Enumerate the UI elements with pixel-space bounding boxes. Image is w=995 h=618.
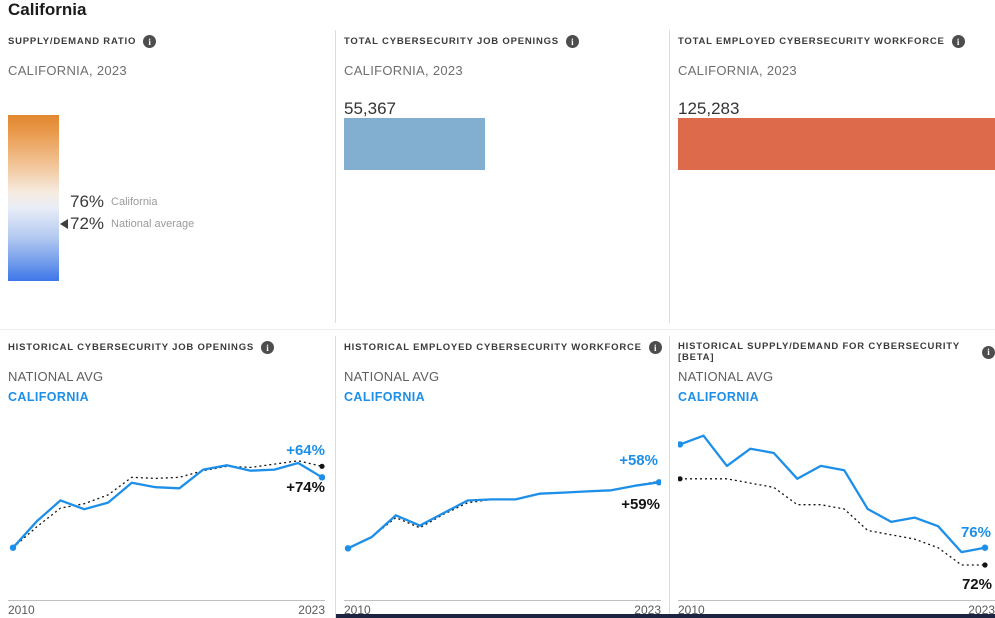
national-ratio-value: 72% National average — [60, 214, 194, 234]
state-ratio-label: California — [111, 196, 158, 208]
info-icon[interactable]: i — [143, 35, 157, 48]
california-end-label: 76% — [960, 524, 991, 541]
line-chart-svg — [344, 479, 661, 601]
legend-national-avg: NATIONAL AVG — [344, 369, 440, 384]
job-openings-bar — [344, 118, 485, 170]
state-ratio-number: 76% — [70, 192, 105, 211]
workforce-value: 125,283 — [678, 99, 740, 118]
page-title: California — [8, 0, 87, 19]
x-axis-end-label: 2023 — [634, 603, 661, 617]
supply-demand-gradient-bar — [8, 115, 59, 281]
panel-hist-ratio-title: HISTORICAL SUPPLY/DEMAND FOR CYBERSECURI… — [678, 341, 960, 363]
panel-supply-demand-ratio: SUPPLY/DEMAND RATIO i CALIFORNIA, 2023 7… — [0, 30, 335, 323]
legend-california: CALIFORNIA — [8, 390, 90, 404]
panel-subtitle: CALIFORNIA, 2023 — [344, 63, 463, 78]
row-divider — [0, 329, 995, 330]
info-icon[interactable]: i — [648, 341, 662, 354]
california-end-label: +58% — [619, 452, 658, 469]
workforce-bar — [678, 118, 995, 170]
legend-national-avg: NATIONAL AVG — [8, 369, 104, 384]
info-icon[interactable]: i — [565, 35, 579, 48]
x-axis-start-label: 2010 — [678, 603, 705, 617]
x-axis-end-label: 2023 — [298, 603, 325, 617]
panel-subtitle: CALIFORNIA, 2023 — [8, 63, 127, 78]
info-icon[interactable]: i — [261, 341, 275, 354]
historical-job-openings-chart: +64% +74% 2010 2023 — [8, 420, 325, 618]
national-end-label: +59% — [621, 496, 660, 513]
national-end-label: +74% — [286, 479, 325, 496]
x-axis-start-label: 2010 — [8, 603, 35, 617]
panel-supply-demand-title: SUPPLY/DEMAND RATIO — [8, 36, 137, 47]
panel-job-openings: TOTAL CYBERSECURITY JOB OPENINGS i CALIF… — [335, 30, 669, 323]
panel-employed-workforce: TOTAL EMPLOYED CYBERSECURITY WORKFORCE i… — [669, 30, 995, 323]
footer-edge — [336, 614, 995, 618]
legend-california: CALIFORNIA — [344, 390, 426, 404]
panel-hist-workforce-title: HISTORICAL EMPLOYED CYBERSECURITY WORKFO… — [344, 342, 642, 353]
historical-supply-demand-chart: 76% 72% 2010 2023 — [678, 420, 995, 618]
state-ratio-value: 76% California — [70, 192, 158, 212]
x-axis-start-label: 2010 — [344, 603, 371, 617]
panel-subtitle: CALIFORNIA, 2023 — [678, 63, 797, 78]
national-ratio-label: National average — [111, 218, 195, 230]
panel-historical-workforce: HISTORICAL EMPLOYED CYBERSECURITY WORKFO… — [335, 336, 669, 618]
info-icon[interactable]: i — [982, 345, 995, 359]
california-end-label: +64% — [286, 442, 325, 459]
line-chart-svg — [678, 434, 995, 601]
panel-workforce-title: TOTAL EMPLOYED CYBERSECURITY WORKFORCE — [678, 36, 945, 47]
panel-job-openings-title: TOTAL CYBERSECURITY JOB OPENINGS — [344, 36, 559, 47]
legend-national-avg: NATIONAL AVG — [678, 369, 774, 384]
national-average-marker-icon — [60, 219, 68, 229]
legend-california: CALIFORNIA — [678, 390, 760, 404]
panel-historical-supply-demand: HISTORICAL SUPPLY/DEMAND FOR CYBERSECURI… — [669, 336, 995, 618]
info-icon[interactable]: i — [951, 35, 965, 48]
panel-hist-openings-title: HISTORICAL CYBERSECURITY JOB OPENINGS — [8, 342, 255, 353]
historical-workforce-chart: +58% +59% 2010 2023 — [344, 420, 661, 618]
national-ratio-number: 72% — [70, 214, 105, 233]
line-chart-svg — [8, 460, 325, 601]
panel-historical-job-openings: HISTORICAL CYBERSECURITY JOB OPENINGS i … — [0, 336, 335, 618]
national-end-label: 72% — [961, 576, 992, 593]
x-axis-end-label: 2023 — [968, 603, 995, 617]
job-openings-value: 55,367 — [344, 99, 396, 118]
